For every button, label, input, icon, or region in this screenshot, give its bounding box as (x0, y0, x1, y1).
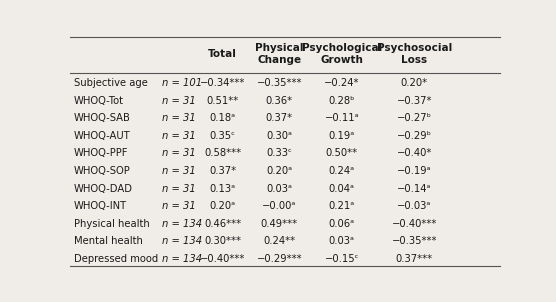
Text: n = 31: n = 31 (162, 166, 196, 176)
Text: 0.20ᵃ: 0.20ᵃ (210, 201, 236, 211)
Text: 0.37*: 0.37* (266, 113, 293, 123)
Text: −0.14ᵃ: −0.14ᵃ (397, 184, 431, 194)
Text: −0.11ᵃ: −0.11ᵃ (325, 113, 359, 123)
Text: n = 31: n = 31 (162, 201, 196, 211)
Text: −0.15ᶜ: −0.15ᶜ (325, 254, 359, 264)
Text: 0.24ᵃ: 0.24ᵃ (329, 166, 355, 176)
Text: n = 101: n = 101 (162, 78, 202, 88)
Text: −0.00ᵃ: −0.00ᵃ (262, 201, 296, 211)
Text: −0.40***: −0.40*** (391, 219, 437, 229)
Text: 0.51**: 0.51** (206, 95, 239, 105)
Text: WHOQ-SOP: WHOQ-SOP (74, 166, 131, 176)
Text: 0.46***: 0.46*** (204, 219, 241, 229)
Text: −0.24*: −0.24* (324, 78, 360, 88)
Text: 0.20*: 0.20* (401, 78, 428, 88)
Text: 0.50**: 0.50** (326, 148, 358, 158)
Text: 0.06ᵃ: 0.06ᵃ (329, 219, 355, 229)
Text: −0.37*: −0.37* (396, 95, 432, 105)
Text: 0.21ᵃ: 0.21ᵃ (329, 201, 355, 211)
Text: −0.40***: −0.40*** (200, 254, 245, 264)
Text: Subjective age: Subjective age (74, 78, 148, 88)
Text: WHOQ-DAD: WHOQ-DAD (74, 184, 133, 194)
Text: −0.03ᵃ: −0.03ᵃ (397, 201, 431, 211)
Text: WHOQ-AUT: WHOQ-AUT (74, 131, 131, 141)
Text: Psychosocial
Loss: Psychosocial Loss (376, 43, 452, 65)
Text: 0.03ᵃ: 0.03ᵃ (329, 236, 355, 246)
Text: n = 134: n = 134 (162, 236, 202, 246)
Text: 0.35ᶜ: 0.35ᶜ (210, 131, 235, 141)
Text: 0.49***: 0.49*** (261, 219, 298, 229)
Text: Physical health: Physical health (74, 219, 150, 229)
Text: −0.27ᵇ: −0.27ᵇ (397, 113, 431, 123)
Text: Physical
Change: Physical Change (255, 43, 304, 65)
Text: WHOQ-PPF: WHOQ-PPF (74, 148, 128, 158)
Text: Depressed mood: Depressed mood (74, 254, 158, 264)
Text: 0.36*: 0.36* (266, 95, 293, 105)
Text: WHOQ-INT: WHOQ-INT (74, 201, 127, 211)
Text: 0.03ᵃ: 0.03ᵃ (266, 184, 292, 194)
Text: 0.24**: 0.24** (264, 236, 295, 246)
Text: Total: Total (208, 49, 237, 59)
Text: 0.13ᵃ: 0.13ᵃ (210, 184, 236, 194)
Text: −0.34***: −0.34*** (200, 78, 245, 88)
Text: n = 31: n = 31 (162, 95, 196, 105)
Text: n = 134: n = 134 (162, 219, 202, 229)
Text: Mental health: Mental health (74, 236, 143, 246)
Text: 0.28ᵇ: 0.28ᵇ (329, 95, 355, 105)
Text: 0.30***: 0.30*** (204, 236, 241, 246)
Text: 0.30ᵃ: 0.30ᵃ (266, 131, 292, 141)
Text: Psychological
Growth: Psychological Growth (302, 43, 382, 65)
Text: n = 31: n = 31 (162, 113, 196, 123)
Text: −0.35***: −0.35*** (257, 78, 302, 88)
Text: −0.29***: −0.29*** (256, 254, 302, 264)
Text: 0.19ᵃ: 0.19ᵃ (329, 131, 355, 141)
Text: 0.37*: 0.37* (209, 166, 236, 176)
Text: 0.33ᶜ: 0.33ᶜ (266, 148, 292, 158)
Text: 0.37***: 0.37*** (396, 254, 433, 264)
Text: −0.19ᵃ: −0.19ᵃ (397, 166, 431, 176)
Text: −0.29ᵇ: −0.29ᵇ (397, 131, 431, 141)
Text: n = 31: n = 31 (162, 131, 196, 141)
Text: −0.35***: −0.35*** (391, 236, 437, 246)
Text: WHOQ-SAB: WHOQ-SAB (74, 113, 131, 123)
Text: 0.58***: 0.58*** (204, 148, 241, 158)
Text: n = 31: n = 31 (162, 184, 196, 194)
Text: −0.40*: −0.40* (396, 148, 432, 158)
Text: WHOQ-Tot: WHOQ-Tot (74, 95, 124, 105)
Text: 0.18ᵃ: 0.18ᵃ (210, 113, 236, 123)
Text: n = 31: n = 31 (162, 148, 196, 158)
Text: n = 134: n = 134 (162, 254, 202, 264)
Text: 0.20ᵃ: 0.20ᵃ (266, 166, 292, 176)
Text: 0.04ᵃ: 0.04ᵃ (329, 184, 355, 194)
